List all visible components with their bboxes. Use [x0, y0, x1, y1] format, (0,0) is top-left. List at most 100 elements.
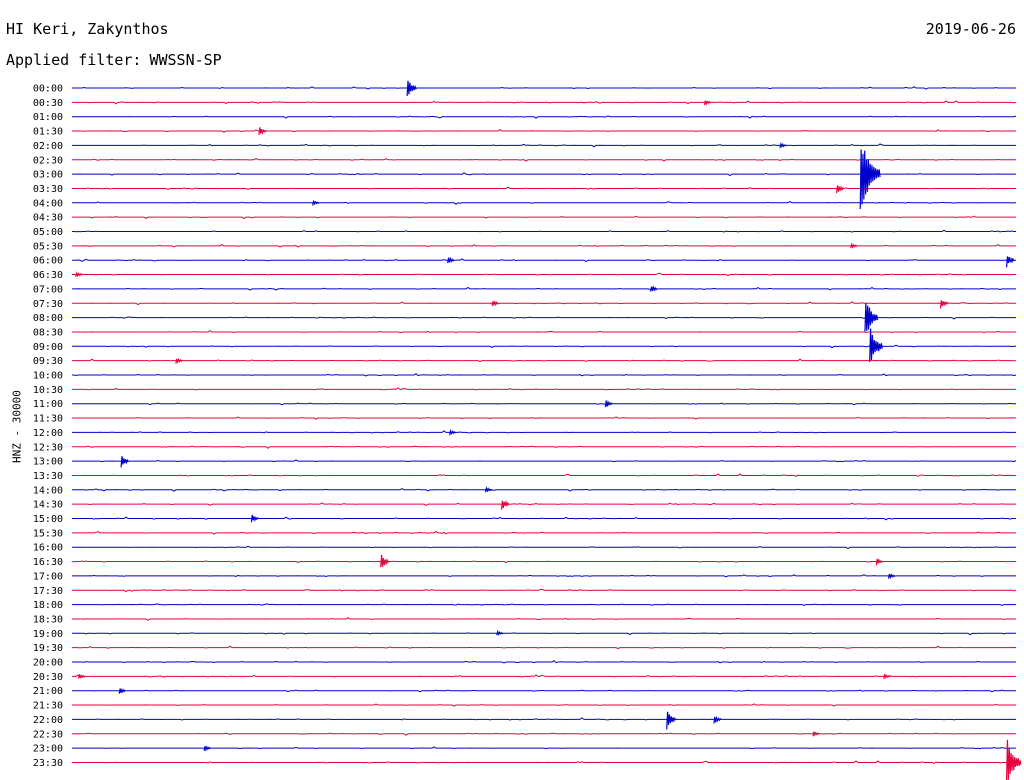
- time-label: 23:30: [33, 758, 63, 769]
- trace-line: [72, 186, 1016, 191]
- trace-line: [72, 215, 1016, 220]
- seismic-event: [491, 300, 499, 307]
- seismic-event: [118, 687, 126, 694]
- trace-line: [72, 100, 1017, 105]
- seismic-event: [500, 499, 510, 510]
- seismic-event: [703, 100, 712, 106]
- seismic-event: [447, 256, 455, 264]
- time-label: 17:00: [33, 571, 63, 582]
- seismic-event: [779, 142, 787, 149]
- seismic-event: [875, 558, 884, 566]
- time-label: 15:30: [33, 528, 63, 539]
- filter-line: Applied filter: WWSSN-SP: [6, 51, 222, 69]
- time-label: 13:00: [33, 457, 63, 468]
- time-label: 19:00: [33, 629, 63, 640]
- trace-line: [72, 660, 1016, 664]
- seismic-event: [312, 200, 320, 206]
- time-label: 12:30: [33, 442, 63, 453]
- seismic-event: [78, 674, 86, 679]
- time-label: 20:30: [33, 672, 63, 683]
- trace-line: [72, 86, 1016, 90]
- trace-line: [72, 674, 1017, 678]
- time-label: 01:30: [33, 127, 63, 138]
- seismic-event: [449, 428, 457, 436]
- time-labels: 00:00 00:30 01:00 01:30 02:00 02:30 03:00 03:30…: [33, 84, 63, 769]
- time-label: 00:30: [33, 98, 63, 109]
- seismic-event: [836, 185, 845, 194]
- trace-line: [72, 286, 1016, 291]
- time-label: 06:00: [33, 256, 63, 267]
- time-label: 18:30: [33, 614, 63, 625]
- seismic-event: [203, 745, 211, 752]
- time-label: 18:00: [33, 600, 63, 611]
- trace-line: [72, 645, 1017, 650]
- trace-line: [72, 703, 1016, 707]
- seismic-event: [75, 271, 83, 278]
- time-label: 10:00: [33, 371, 63, 382]
- trace-line: [72, 330, 1016, 334]
- time-label: 21:30: [33, 701, 63, 712]
- time-label: 04:00: [33, 198, 63, 209]
- time-label: 08:00: [33, 313, 63, 324]
- seismic-event: [869, 328, 883, 362]
- trace-line: [72, 617, 1016, 622]
- trace-line: [72, 272, 1016, 277]
- station-title: HI Keri, Zakynthos: [6, 20, 169, 38]
- time-label: 01:00: [33, 112, 63, 123]
- trace-line: [72, 143, 1016, 148]
- seismic-event: [650, 285, 658, 292]
- time-label: 12:00: [33, 428, 63, 439]
- time-label: 19:30: [33, 643, 63, 654]
- seismic-event: [175, 357, 183, 364]
- time-label: 14:30: [33, 500, 63, 511]
- filter-value: WWSSN-SP: [149, 51, 222, 69]
- seismic-event: [484, 486, 493, 493]
- time-label: 11:00: [33, 399, 63, 410]
- trace-line: [72, 316, 1016, 320]
- seismic-event: [250, 514, 259, 523]
- trace-line: [72, 402, 1016, 406]
- time-label: 17:30: [33, 586, 63, 597]
- time-label: 03:30: [33, 184, 63, 195]
- time-label: 02:30: [33, 155, 63, 166]
- trace-line: [71, 560, 1016, 564]
- seismic-event: [887, 573, 896, 580]
- seismic-event: [380, 554, 390, 568]
- trace-line: [72, 387, 1016, 391]
- seismic-event: [713, 715, 722, 724]
- trace-line: [72, 516, 1016, 521]
- time-label: 02:00: [33, 141, 63, 152]
- time-label: 14:00: [33, 485, 63, 496]
- time-label: 05:00: [33, 227, 63, 238]
- trace-line: [72, 115, 1017, 119]
- time-label: 04:30: [33, 213, 63, 224]
- time-label: 07:00: [33, 284, 63, 295]
- time-label: 06:30: [33, 270, 63, 281]
- time-label: 16:00: [33, 543, 63, 554]
- seismic-event: [604, 400, 613, 408]
- trace-line: [72, 717, 1016, 721]
- trace-line: [72, 200, 1016, 205]
- trace-line: [72, 344, 1016, 349]
- plot-date: 2019-06-26: [925, 20, 1016, 38]
- seismic-event: [859, 149, 881, 210]
- trace-line: [72, 632, 1016, 636]
- trace-line: [72, 229, 1016, 233]
- trace-line: [72, 459, 1017, 463]
- seismic-event: [864, 303, 879, 332]
- trace-line: [72, 473, 1016, 478]
- trace-line: [72, 746, 1016, 750]
- time-label: 10:30: [33, 385, 63, 396]
- time-label: 23:00: [33, 744, 63, 755]
- seismic-event: [1005, 739, 1022, 780]
- trace-line: [72, 603, 1016, 606]
- time-label: 16:30: [33, 557, 63, 568]
- time-label: 09:00: [33, 342, 63, 353]
- time-label: 05:30: [33, 241, 63, 252]
- trace-line: [72, 358, 1017, 363]
- time-label: 07:30: [33, 299, 63, 310]
- time-label: 00:00: [33, 84, 63, 95]
- trace-lines: [71, 86, 1017, 765]
- trace-line: [72, 574, 1016, 578]
- seismic-event: [812, 731, 820, 737]
